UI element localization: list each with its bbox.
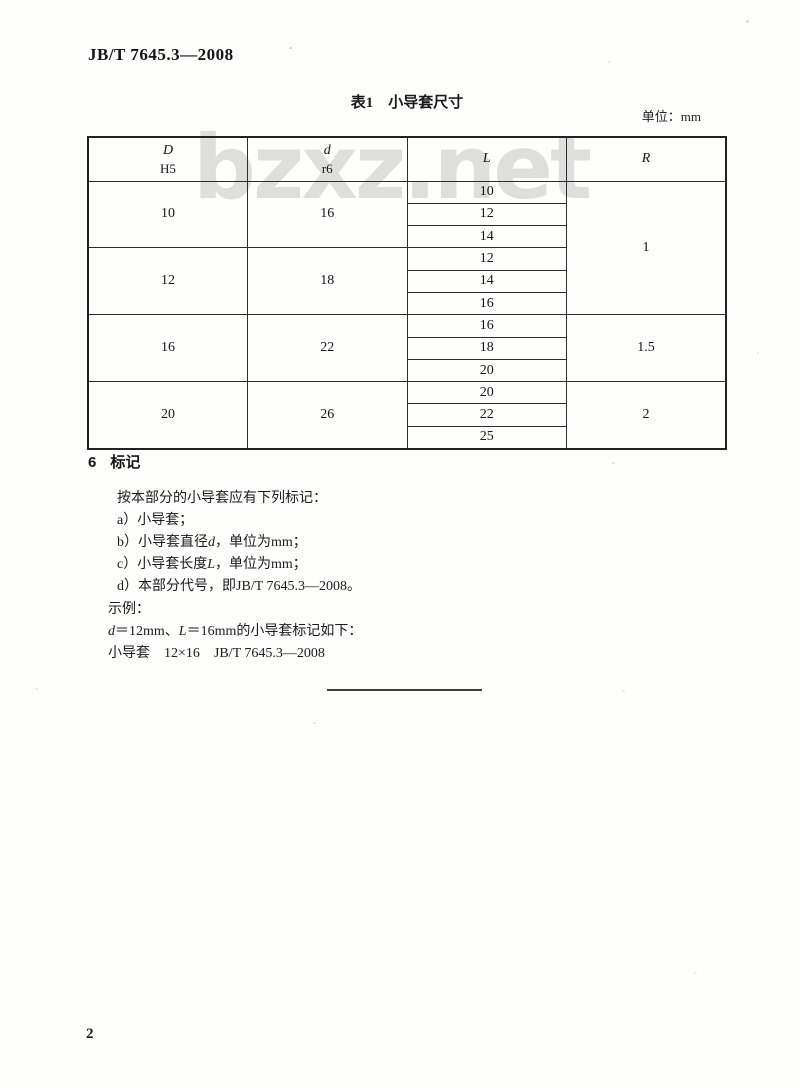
cell-L: 14 bbox=[406, 269, 567, 293]
scan-speck bbox=[757, 352, 759, 354]
table-row: 10 16 10 1 bbox=[87, 180, 727, 316]
marking-item-b: b）小导套直径d，单位为mm； bbox=[117, 535, 307, 550]
cell-d: 18 bbox=[247, 247, 408, 316]
cell-L: 12 bbox=[406, 247, 567, 271]
cell-L: 10 bbox=[406, 180, 567, 204]
cell-d: 26 bbox=[247, 381, 408, 450]
scan-speck bbox=[608, 61, 611, 63]
dimension-table: D H5 d r6 L R 10 16 10 1 12 bbox=[87, 136, 727, 450]
scan-speck bbox=[289, 47, 292, 49]
header-cell-D: D H5 bbox=[87, 136, 248, 182]
cell-D: 16 bbox=[87, 314, 248, 383]
cell-L: 16 bbox=[406, 291, 567, 316]
section-title: 标记 bbox=[110, 454, 141, 471]
table-row: 20 26 20 2 bbox=[87, 381, 727, 450]
cell-L: 22 bbox=[406, 403, 567, 427]
cell-L: 16 bbox=[406, 314, 567, 338]
section-marking: 6 标记 按本部分的小导套应有下列标记： a）小导套； b）小导套直径d，单位为m… bbox=[88, 452, 648, 665]
marking-item-c: c）小导套长度L，单位为mm； bbox=[117, 557, 307, 572]
cell-R: 1 bbox=[566, 180, 727, 316]
cell-L: 18 bbox=[406, 336, 567, 360]
cell-L: 14 bbox=[406, 225, 567, 249]
cell-R: 1.5 bbox=[566, 314, 727, 383]
cell-L: 20 bbox=[406, 381, 567, 405]
table-row: 16 22 16 1.5 bbox=[87, 314, 727, 383]
marking-item-d: d）本部分代号，即JB/T 7645.3—2008。 bbox=[117, 579, 361, 594]
table-header-row: D H5 d r6 L R bbox=[87, 136, 727, 182]
cell-D: 10 bbox=[87, 180, 248, 249]
page-number: 2 bbox=[86, 1026, 94, 1042]
header-cell-d: d r6 bbox=[247, 136, 408, 182]
scan-speck bbox=[313, 722, 316, 724]
cell-L: 25 bbox=[406, 425, 567, 450]
header-D-symbol: D bbox=[162, 143, 174, 159]
scan-speck bbox=[694, 972, 697, 974]
marking-item-a: a）小导套； bbox=[117, 513, 194, 528]
doc-number: JB/T 7645.3—2008 bbox=[88, 45, 234, 64]
cell-D: 12 bbox=[87, 247, 248, 316]
table-row: 12 18 12 bbox=[87, 247, 726, 316]
scan-speck bbox=[612, 462, 615, 464]
cell-d: 16 bbox=[247, 180, 408, 249]
section-divider bbox=[327, 689, 482, 691]
table-caption: 表1 小导套尺寸 bbox=[350, 95, 464, 111]
header-cell-R: R bbox=[566, 136, 727, 182]
table-row: 25 bbox=[88, 425, 726, 450]
cell-R: 2 bbox=[566, 381, 727, 450]
cell-L: 20 bbox=[406, 358, 567, 383]
scan-speck bbox=[746, 20, 749, 23]
scan-speck bbox=[35, 688, 38, 690]
unit-label: 单位：mm bbox=[641, 109, 701, 124]
table-row: 18 bbox=[88, 336, 726, 360]
example-label: 示例： bbox=[108, 602, 150, 617]
header-d-tolerance: r6 bbox=[321, 161, 333, 177]
example-marking: 小导套 12×16 JB/T 7645.3—2008 bbox=[108, 646, 325, 661]
table-row: 20 bbox=[88, 358, 726, 383]
example-condition: d＝12mm、L＝16mm的小导套标记如下： bbox=[108, 624, 363, 639]
cell-d: 22 bbox=[247, 314, 408, 383]
header-d-symbol: d bbox=[323, 143, 331, 159]
section-heading: 6 标记 bbox=[88, 452, 648, 474]
cell-D: 20 bbox=[87, 381, 248, 450]
cell-L: 12 bbox=[406, 202, 567, 227]
section-intro: 按本部分的小导套应有下列标记： bbox=[117, 491, 327, 506]
scan-speck bbox=[622, 690, 625, 692]
section-number: 6 bbox=[88, 454, 97, 471]
header-cell-L: L bbox=[406, 136, 567, 182]
header-D-tolerance: H5 bbox=[160, 161, 176, 177]
